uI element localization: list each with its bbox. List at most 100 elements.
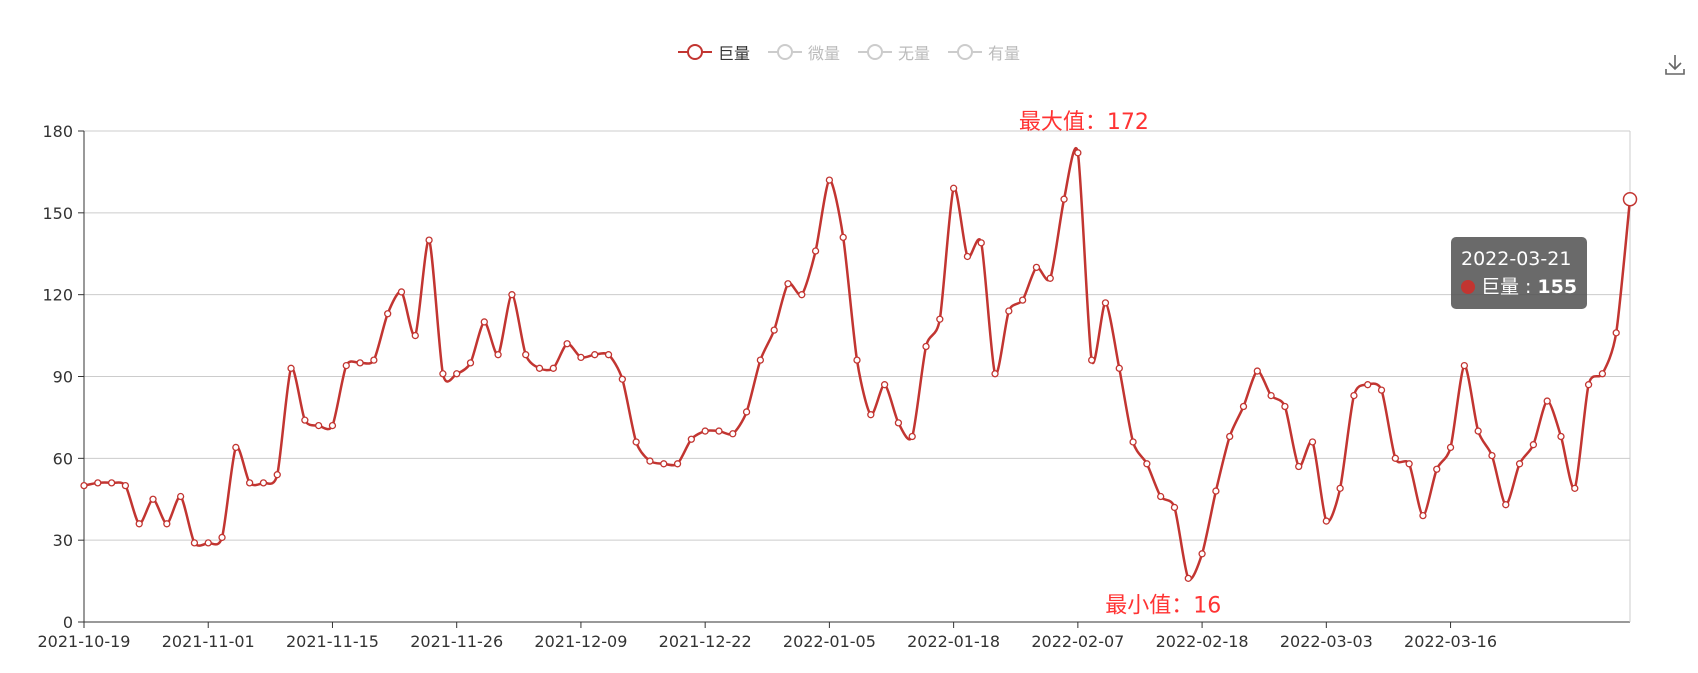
data-point	[1391, 454, 1399, 462]
data-point	[1018, 296, 1027, 304]
data-point	[1308, 438, 1317, 446]
tooltip-series-name: 巨量	[1481, 276, 1520, 298]
x-tick-label: 2022-03-16	[1404, 632, 1497, 651]
data-point	[80, 481, 88, 490]
data-point	[880, 381, 889, 389]
data-point	[853, 356, 861, 364]
x-tick-label: 2021-12-22	[659, 632, 752, 651]
data-point	[1226, 432, 1234, 441]
data-point	[287, 364, 295, 372]
data-point	[259, 479, 268, 487]
data-point	[825, 176, 834, 184]
data-point	[1115, 364, 1123, 372]
legend-label: 巨量	[717, 44, 750, 63]
data-point	[1584, 381, 1593, 389]
data-point	[660, 460, 668, 468]
y-tick-label: 150	[42, 204, 73, 223]
data-point	[949, 184, 958, 192]
data-point	[908, 432, 916, 441]
data-point	[936, 315, 944, 323]
data-point	[453, 370, 461, 378]
data-point	[121, 481, 130, 490]
data-point	[94, 479, 102, 487]
x-tick-label: 2021-12-09	[534, 632, 627, 651]
data-point	[715, 427, 723, 435]
data-point	[632, 438, 640, 446]
download-icon[interactable]	[1662, 52, 1688, 78]
data-point	[1101, 299, 1110, 307]
data-point	[1543, 397, 1551, 405]
data-point	[356, 359, 364, 367]
data-point	[1212, 487, 1220, 495]
data-point	[1170, 503, 1179, 512]
x-tick-label: 2022-02-07	[1031, 632, 1124, 651]
data-point	[245, 479, 254, 487]
data-point	[922, 342, 930, 351]
data-point	[1157, 492, 1165, 501]
y-tick-label: 90	[53, 368, 73, 387]
data-point	[1488, 451, 1496, 460]
data-point	[384, 310, 392, 318]
y-tick-label: 0	[63, 613, 73, 632]
data-point	[480, 318, 488, 326]
data-point	[466, 359, 475, 367]
data-point	[1198, 550, 1206, 558]
x-tick-label: 2022-01-18	[907, 632, 1000, 651]
y-tick-label: 180	[42, 122, 73, 141]
data-point	[756, 356, 765, 364]
data-point	[1502, 501, 1510, 509]
data-point	[107, 479, 116, 487]
x-tick-label: 2022-03-03	[1280, 632, 1373, 651]
data-point	[190, 539, 199, 547]
legend-line-circle-icon	[677, 44, 712, 60]
data-point	[315, 421, 323, 430]
data-point	[729, 430, 737, 438]
x-tick-label: 2021-11-15	[286, 632, 379, 651]
legend-item-wuliang[interactable]: 无量	[858, 40, 930, 64]
data-point	[535, 364, 544, 372]
data-point	[591, 351, 599, 359]
data-point	[784, 280, 792, 288]
min-value-label: 最小值：16	[1105, 593, 1221, 618]
data-point	[1433, 465, 1441, 473]
data-point	[1088, 356, 1096, 364]
data-point	[232, 443, 240, 452]
legend-item-weiliang[interactable]: 微量	[767, 40, 840, 64]
data-point	[1322, 517, 1330, 525]
data-point	[1295, 462, 1303, 471]
data-point	[1598, 370, 1607, 378]
data-point	[839, 233, 847, 242]
data-point	[328, 421, 337, 430]
legend-item-youliang[interactable]: 有量	[948, 40, 1020, 64]
data-point	[1350, 391, 1358, 400]
data-point	[1557, 432, 1565, 441]
data-point	[798, 291, 806, 299]
data-point	[646, 457, 654, 465]
data-point	[1377, 386, 1386, 394]
data-point	[135, 520, 143, 528]
data-point	[991, 370, 999, 378]
data-point	[549, 364, 557, 372]
legend-label: 微量	[807, 44, 840, 63]
data-point	[1032, 263, 1041, 272]
data-point	[673, 460, 682, 468]
data-point	[1129, 438, 1137, 446]
data-point	[508, 291, 516, 299]
data-point	[1239, 402, 1248, 411]
data-point	[494, 351, 502, 359]
data-point	[1571, 484, 1579, 492]
legend-item-julian[interactable]: 巨量	[677, 40, 750, 64]
data-point	[1143, 460, 1151, 468]
data-point	[977, 239, 985, 247]
data-point	[1364, 381, 1372, 389]
data-point	[701, 427, 709, 435]
legend-label: 无量	[898, 44, 931, 63]
data-point	[1184, 574, 1192, 583]
data-point	[618, 375, 626, 383]
x-tick-label: 2021-10-19	[38, 632, 131, 651]
data-point	[770, 326, 778, 334]
legend-line-circle-icon	[767, 44, 802, 60]
data-point	[1446, 443, 1455, 452]
data-point-highlighted	[1622, 191, 1638, 207]
